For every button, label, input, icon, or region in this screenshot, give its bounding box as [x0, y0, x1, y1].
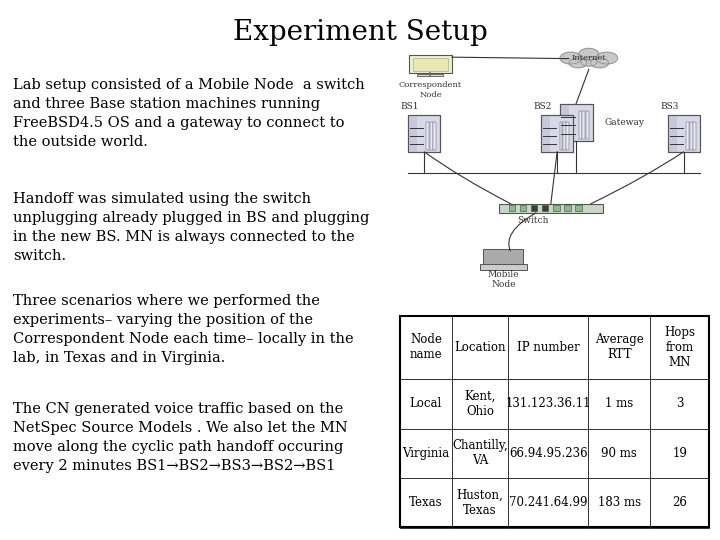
Bar [433, 122, 436, 150]
Bar [541, 115, 573, 152]
Text: Mobile
Node: Mobile Node [487, 269, 519, 289]
Bar [586, 111, 589, 139]
Text: Texas: Texas [409, 496, 443, 509]
Bar [408, 115, 440, 152]
Text: Kent,
Ohio: Kent, Ohio [464, 390, 496, 418]
Bar [508, 429, 588, 478]
Bar [531, 205, 537, 211]
Ellipse shape [579, 49, 599, 60]
Text: Virginia: Virginia [402, 447, 449, 460]
Bar [483, 249, 523, 264]
Text: 131.123.36.11: 131.123.36.11 [505, 397, 591, 410]
Text: IP number: IP number [517, 341, 580, 354]
Text: 3: 3 [676, 397, 683, 410]
Bar [693, 122, 696, 150]
Bar [452, 478, 508, 528]
Text: 70.241.64.99: 70.241.64.99 [509, 496, 588, 509]
Bar [400, 316, 452, 379]
Bar [563, 122, 566, 150]
Bar [668, 115, 700, 152]
Text: Gateway: Gateway [605, 118, 645, 127]
Bar [509, 205, 516, 211]
Text: Internet: Internet [572, 54, 606, 62]
Bar [408, 115, 440, 152]
Ellipse shape [590, 58, 608, 68]
Bar [575, 205, 582, 211]
Bar [520, 205, 526, 211]
Text: The CN generated voice traffic based on the
NetSpec Source Models . We also let : The CN generated voice traffic based on … [13, 402, 348, 473]
Bar [452, 316, 508, 379]
Text: BS3: BS3 [660, 102, 679, 111]
Bar [400, 478, 452, 528]
Bar [588, 379, 650, 429]
Text: Node
name: Node name [410, 334, 442, 361]
Text: Hops
from
MN: Hops from MN [665, 326, 696, 369]
Bar [582, 111, 585, 139]
Bar [409, 55, 452, 73]
Ellipse shape [569, 58, 587, 68]
Bar [413, 58, 449, 71]
Bar [426, 122, 429, 150]
Text: 90 ms: 90 ms [601, 447, 637, 460]
Text: Switch: Switch [517, 216, 549, 225]
Text: 26: 26 [672, 496, 687, 509]
Text: Local: Local [410, 397, 442, 410]
Bar [452, 429, 508, 478]
Text: Handoff was simulated using the switch
unplugging already plugged in BS and plug: Handoff was simulated using the switch u… [13, 192, 369, 262]
Bar [418, 74, 444, 76]
Bar [508, 379, 588, 429]
Bar [559, 122, 562, 150]
Text: 19: 19 [672, 447, 687, 460]
Bar [480, 264, 527, 269]
Bar [553, 205, 559, 211]
Bar [542, 205, 549, 211]
Bar [579, 111, 582, 139]
Bar [508, 316, 588, 379]
Bar [452, 379, 508, 429]
Text: BS1: BS1 [400, 102, 419, 111]
Text: 183 ms: 183 ms [598, 496, 641, 509]
Bar [668, 115, 700, 152]
Bar [650, 379, 709, 429]
Text: Correspondent
Node: Correspondent Node [399, 82, 462, 99]
Text: Huston,
Texas: Huston, Texas [456, 489, 503, 517]
Ellipse shape [560, 52, 582, 64]
Bar [559, 104, 569, 141]
Bar [559, 104, 593, 141]
Bar [541, 115, 573, 152]
Bar [588, 429, 650, 478]
Text: Three scenarios where we performed the
experiments– varying the position of the
: Three scenarios where we performed the e… [13, 294, 354, 365]
Bar [650, 316, 709, 379]
Bar [541, 115, 550, 152]
Text: 66.94.95.236: 66.94.95.236 [509, 447, 588, 460]
Bar [650, 478, 709, 528]
Text: Lab setup consisted of a Mobile Node  a switch
and three Base station machines r: Lab setup consisted of a Mobile Node a s… [13, 78, 365, 149]
Bar [588, 316, 650, 379]
Bar [499, 204, 603, 213]
Bar [400, 316, 709, 526]
Text: Chantilly,
VA: Chantilly, VA [452, 440, 508, 467]
Text: Average
RTT: Average RTT [595, 334, 644, 361]
Bar [408, 115, 417, 152]
Bar [559, 104, 593, 141]
Bar [400, 429, 452, 478]
Bar [400, 379, 452, 429]
Text: Experiment Setup: Experiment Setup [233, 19, 487, 46]
Bar [588, 478, 650, 528]
Bar [686, 122, 689, 150]
Bar [668, 115, 677, 152]
Bar [508, 478, 588, 528]
Bar [430, 122, 433, 150]
Bar [650, 429, 709, 478]
Ellipse shape [581, 58, 597, 66]
Text: 1 ms: 1 ms [606, 397, 634, 410]
Text: BS2: BS2 [534, 102, 552, 111]
Bar [564, 205, 571, 211]
Text: Location: Location [454, 341, 506, 354]
Bar [567, 122, 570, 150]
Bar [690, 122, 693, 150]
Ellipse shape [596, 52, 618, 64]
